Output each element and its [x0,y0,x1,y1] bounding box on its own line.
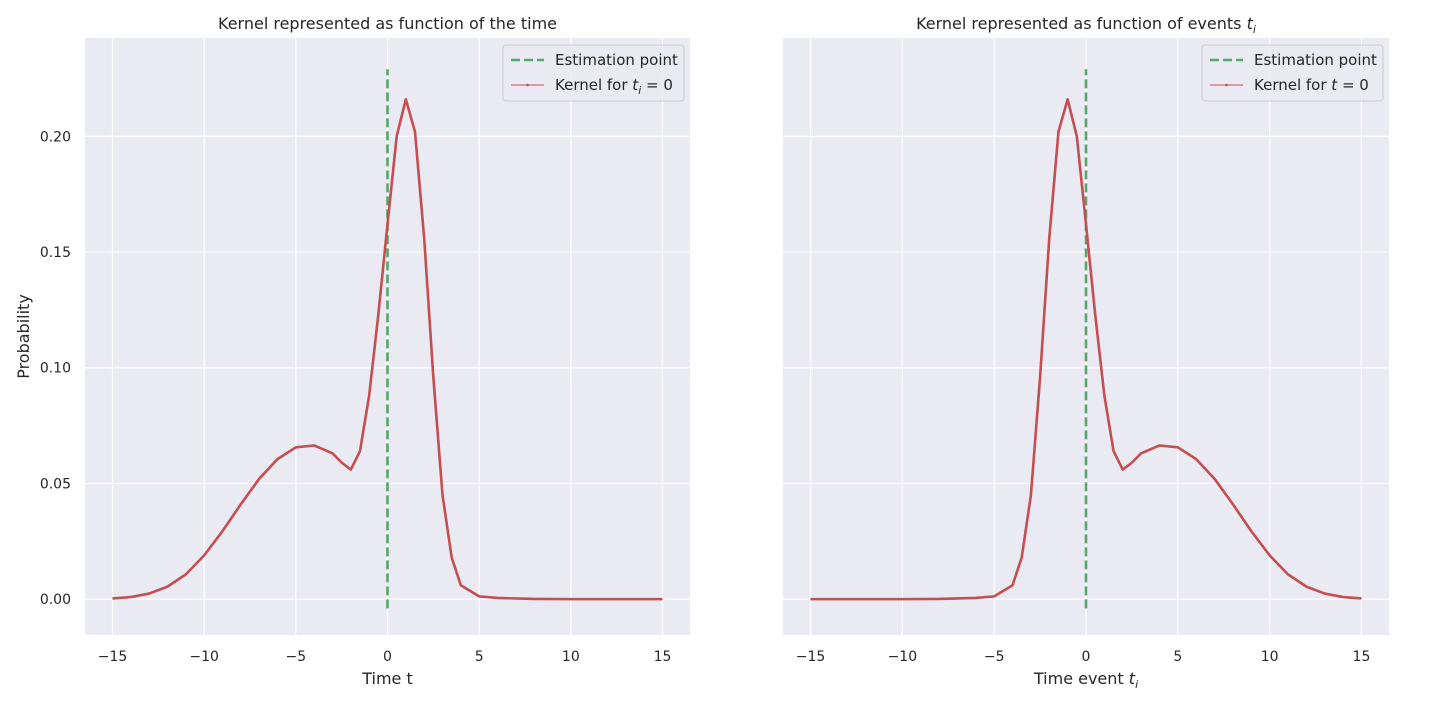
x-tick-label: 10 [1261,649,1279,665]
x-axis-label: Time event ti [1033,669,1138,691]
legend-kernel-label: Kernel for ti = 0 [555,76,673,97]
legend-box [502,44,685,102]
legend: Estimation point Kernel for ti = 0 [502,44,685,102]
x-tick-label: 5 [1173,649,1182,665]
x-tick-label: −10 [189,649,219,665]
x-tick-label: 10 [562,649,580,665]
legend-kernel-marker [1225,83,1228,87]
x-tick-label: 0 [383,649,392,665]
x-tick-label: 15 [1353,649,1371,665]
x-tick-label: −15 [98,649,128,665]
chart-panel-2: −15 −10 −5 0 5 10 15 Kernel represented as func… [783,14,1389,691]
legend-estimation-label: Estimation point [1254,51,1377,69]
y-tick-label: 0.20 [40,129,71,145]
chart-title: Kernel represented as function of the ti… [218,14,557,33]
chart-title: Kernel represented as function of events… [916,14,1256,36]
legend: Estimation point Kernel for t = 0 [1201,44,1384,102]
x-tick-label: 15 [654,649,672,665]
legend-kernel-label: Kernel for t = 0 [1254,76,1369,94]
x-tick-label: 5 [475,649,484,665]
kernel-line [810,98,1362,601]
x-tick-label: −15 [796,649,826,665]
chart-panel-1: −15 −10 −5 0 5 10 15 0.00 0.05 0.10 0.15 0.20 Kernel… [14,14,690,688]
legend-kernel-marker [526,83,529,87]
x-tick-label: 0 [1082,649,1091,665]
legend-estimation-label: Estimation point [555,51,678,69]
y-tick-label: 0.05 [40,476,71,492]
y-axis-label: Probability [14,294,33,379]
legend-box [1201,44,1384,102]
y-tick-label: 0.15 [40,245,71,261]
x-tick-label: −5 [984,649,1005,665]
x-axis-label: Time t [361,669,413,688]
kernel-line [112,98,663,601]
x-tick-label: −5 [286,649,307,665]
y-tick-label: 0.00 [40,592,71,608]
x-tick-label: −10 [888,649,918,665]
y-tick-label: 0.10 [40,361,71,377]
